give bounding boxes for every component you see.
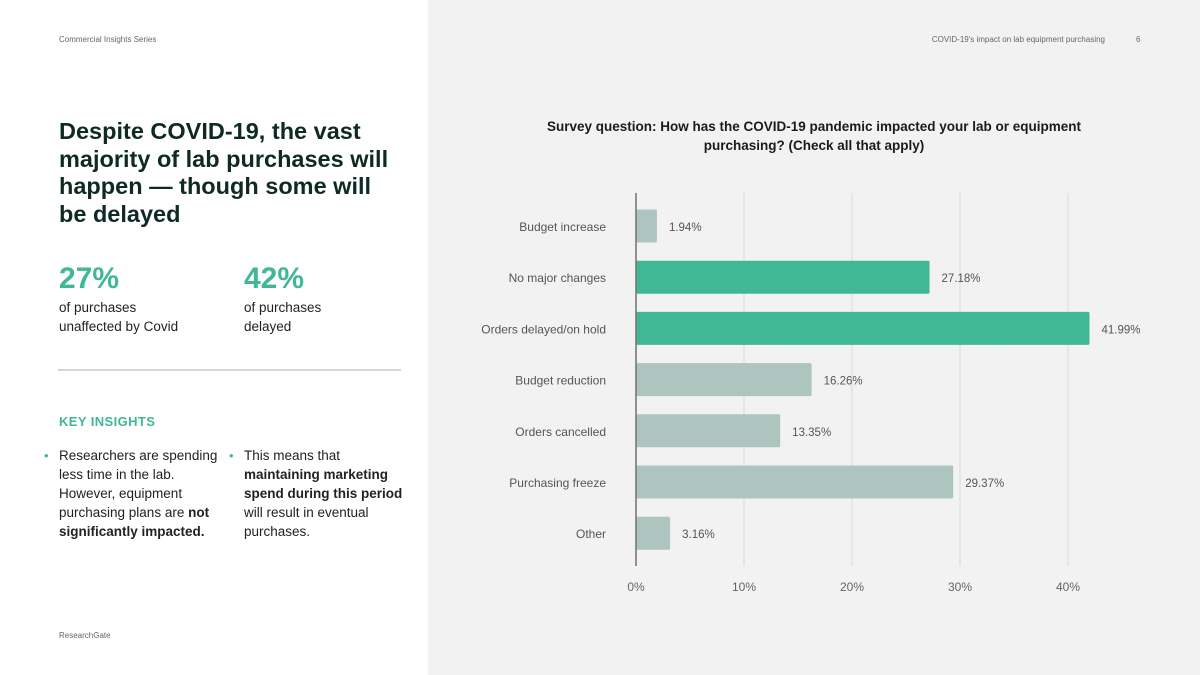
value-label: 3.16%: [682, 529, 715, 541]
category-label: Other: [576, 527, 606, 541]
stat-unaffected: 27% of purchases unaffected by Covid: [59, 262, 219, 336]
topic-label: COVID-19's impact on lab equipment purch…: [931, 35, 1105, 44]
insight-bullet-1: • Researchers are spending less time in …: [44, 448, 218, 539]
chart-title: Survey question: How has the COVID-19 pa…: [546, 119, 1082, 153]
page-number: 6: [1136, 35, 1141, 44]
x-tick-label: 10%: [732, 580, 756, 594]
stat-label: of purchases delayed: [244, 300, 322, 334]
insight-bullet-2: • This means that maintaining marketing …: [229, 448, 403, 539]
bar: [636, 516, 671, 550]
key-insights-title: KEY INSIGHTS: [59, 414, 156, 429]
bullet-dot-icon: •: [44, 448, 49, 463]
page-title: Despite COVID-19, the vast majority of l…: [59, 118, 389, 227]
bullet-dot-icon: •: [229, 448, 234, 463]
value-label: 1.94%: [669, 222, 702, 234]
value-label: 27.18%: [942, 273, 981, 285]
stat-value: 42%: [244, 262, 305, 295]
series-label: Commercial Insights Series: [59, 35, 157, 44]
category-label: Orders cancelled: [515, 425, 606, 439]
value-label: 29.37%: [965, 478, 1004, 490]
x-tick-label: 20%: [840, 580, 864, 594]
bar: [636, 465, 954, 499]
left-panel: Commercial Insights Series Despite COVID…: [0, 0, 428, 675]
value-label: 16.26%: [824, 376, 863, 388]
divider: [58, 369, 401, 371]
stat-delayed: 42% of purchases delayed: [244, 262, 404, 336]
stat-value: 27%: [59, 262, 120, 295]
value-label: 41.99%: [1101, 324, 1140, 336]
bar: [636, 260, 930, 294]
x-tick-label: 0%: [627, 580, 645, 594]
category-label: No major changes: [509, 271, 606, 285]
category-label: Orders delayed/on hold: [481, 322, 606, 336]
value-label: 13.35%: [792, 427, 831, 439]
category-label: Purchasing freeze: [509, 476, 606, 490]
bar: [636, 414, 781, 448]
stat-label: of purchases unaffected by Covid: [59, 300, 179, 334]
x-tick-label: 40%: [1056, 580, 1080, 594]
category-label: Budget reduction: [515, 374, 606, 388]
bar: [636, 363, 812, 397]
brand-footer: ResearchGate: [59, 631, 111, 640]
x-tick-label: 30%: [948, 580, 972, 594]
bar: [636, 311, 1090, 345]
category-label: Budget increase: [519, 220, 606, 234]
bar: [636, 209, 657, 243]
